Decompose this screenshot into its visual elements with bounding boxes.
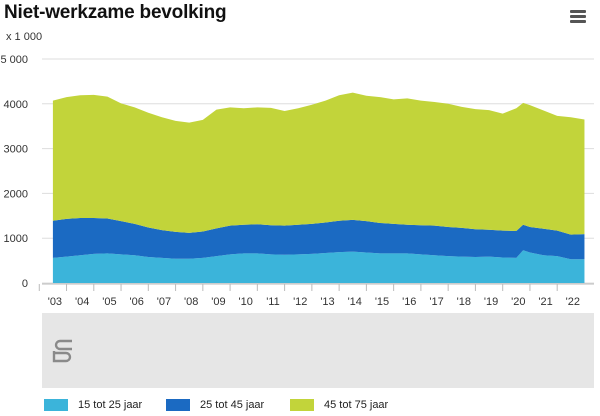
x-tick-label: '09 [211, 296, 225, 308]
legend-label-25-45: 25 tot 45 jaar [200, 399, 265, 411]
area-series-2 [52, 92, 585, 235]
x-tick-label: '20 [511, 296, 525, 308]
x-tick-label: '22 [566, 296, 580, 308]
legend-label-15-25: 15 tot 25 jaar [78, 399, 143, 411]
area-series-0 [52, 250, 585, 283]
y-tick-label: 0 [22, 278, 28, 290]
chart-areas [52, 92, 585, 283]
navigator-panel[interactable] [42, 313, 594, 388]
chart-title: Niet-werkzame bevolking [4, 2, 227, 23]
x-tick-label: '04 [75, 296, 89, 308]
x-axis: '03 '04 '05 '06 '07 '08 '09 '10 '11 '12 '13 '14 '15 '… [38, 283, 594, 308]
x-tick-label: '15 [375, 296, 389, 308]
x-tick-label: '14 [348, 296, 362, 308]
x-tick-label: '08 [184, 296, 198, 308]
cbs-logo-icon [52, 339, 72, 363]
y-tick-label: 3000 [4, 144, 28, 156]
legend-item-15-25[interactable]: 15 tot 25 jaar [44, 398, 142, 412]
legend-swatch-15-25 [44, 399, 68, 411]
hamburger-menu-icon[interactable] [570, 10, 586, 24]
x-tick-label: '07 [157, 296, 171, 308]
x-tick-label: '19 [484, 296, 498, 308]
y-tick-label: 4000 [4, 99, 28, 111]
x-tick-label: '06 [130, 296, 144, 308]
x-tick-label: '17 [429, 296, 443, 308]
legend-item-45-75[interactable]: 45 tot 75 jaar [290, 398, 388, 412]
x-tick-label: '13 [320, 296, 334, 308]
x-tick-label: '11 [266, 296, 280, 308]
x-tick-label: '18 [457, 296, 471, 308]
legend-label-45-75: 45 tot 75 jaar [324, 399, 389, 411]
y-axis-unit-label: x 1 000 [6, 31, 43, 43]
y-tick-label: 5 000 [0, 54, 28, 66]
y-tick-label: 2000 [4, 188, 28, 200]
legend-swatch-45-75 [290, 399, 314, 411]
y-axis-labels: 0 1000 2000 3000 4000 5 000 [0, 54, 28, 290]
x-tick-label: '03 [48, 296, 62, 308]
x-tick-label: '12 [293, 296, 307, 308]
legend-swatch-25-45 [166, 399, 190, 411]
area-series-1 [52, 218, 585, 260]
x-tick-label: '05 [102, 296, 116, 308]
y-tick-label: 1000 [4, 233, 28, 245]
x-tick-label: '21 [538, 296, 552, 308]
x-tick-label: '16 [402, 296, 416, 308]
x-tick-label: '10 [239, 296, 253, 308]
legend-item-25-45[interactable]: 25 tot 45 jaar [166, 398, 264, 412]
